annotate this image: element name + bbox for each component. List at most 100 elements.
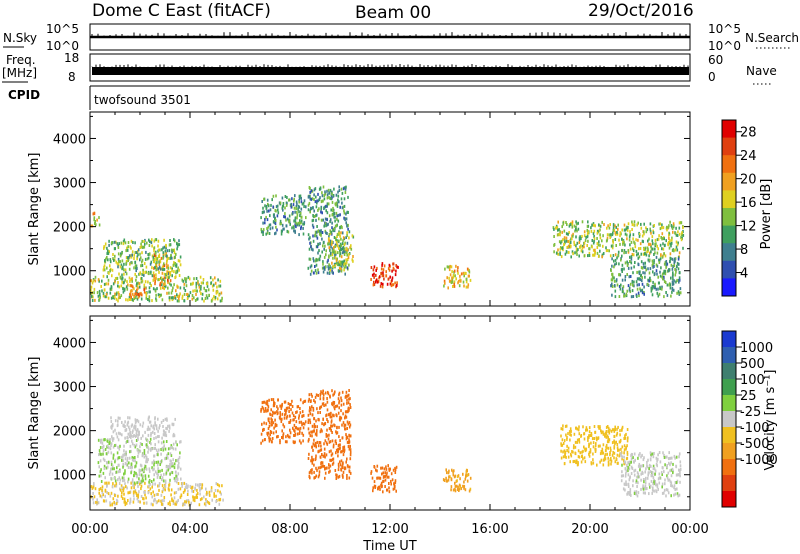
range-gate-cell [307, 427, 310, 431]
range-gate-cell [629, 233, 631, 237]
range-gate-cell [118, 431, 120, 435]
range-gate-cell [201, 497, 203, 501]
range-gate-cell [159, 476, 161, 480]
range-gate-cell [379, 487, 381, 491]
range-gate-cell [384, 485, 386, 488]
range-gate-cell [623, 292, 625, 296]
range-gate-cell [93, 287, 96, 291]
range-gate-cell [108, 271, 110, 275]
range-gate-cell [340, 187, 343, 191]
range-gate-cell [169, 472, 171, 476]
range-gate-cell [616, 283, 619, 287]
range-gate-cell [614, 258, 617, 262]
range-gate-cell [279, 201, 282, 205]
range-gate-cell [282, 202, 285, 205]
range-gate-cell [633, 492, 636, 495]
range-gate-cell [446, 479, 449, 483]
range-gate-cell [564, 239, 566, 243]
range-gate-cell [616, 446, 619, 450]
range-gate-cell [649, 251, 651, 255]
range-gate-cell [320, 465, 322, 469]
range-gate-cell [307, 195, 310, 199]
range-gate-cell [161, 248, 163, 252]
range-gate-cell [286, 196, 288, 199]
range-gate-cell [219, 279, 222, 283]
range-gate-cell [155, 493, 158, 496]
range-gate-cell [111, 268, 114, 272]
range-gate-cell [303, 221, 306, 225]
range-gate-cell [315, 205, 318, 209]
range-gate-cell [643, 252, 646, 256]
range-gate-cell [659, 270, 661, 274]
range-gate-cell [134, 264, 137, 268]
range-gate-cell [628, 288, 631, 292]
range-gate-cell [150, 241, 153, 244]
range-gate-cell [136, 257, 138, 261]
range-gate-cell [206, 490, 208, 494]
range-gate-cell [134, 459, 136, 463]
range-gate-cell [340, 396, 342, 400]
range-gate-cell [114, 292, 116, 296]
range-gate-cell [310, 469, 312, 472]
range-gate-cell [192, 289, 194, 293]
range-gate-cell [662, 242, 664, 246]
range-gate-cell [277, 211, 280, 215]
range-gate-cell [272, 431, 275, 435]
range-gate-cell [117, 291, 120, 295]
range-gate-cell [620, 258, 622, 262]
range-gate-cell [623, 294, 625, 298]
range-gate-cell [678, 469, 681, 473]
range-gate-cell [216, 483, 219, 487]
range-gate-cell [330, 232, 333, 236]
range-gate-cell [117, 438, 120, 442]
range-gate-cell [582, 425, 584, 429]
range-gate-cell [558, 232, 560, 236]
range-gate-cell [466, 479, 469, 483]
range-gate-cell [296, 210, 298, 214]
range-gate-cell [304, 399, 307, 403]
range-gate-cell [671, 280, 674, 284]
range-gate-cell [282, 423, 284, 427]
range-gate-cell [153, 427, 155, 431]
range-gate-cell [649, 243, 652, 247]
range-gate-cell [322, 185, 325, 189]
range-gate-cell [131, 289, 133, 293]
range-gate-cell [640, 266, 643, 270]
range-gate-cell [219, 497, 222, 501]
range-gate-cell [148, 297, 151, 301]
range-gate-cell [661, 485, 663, 489]
range-gate-cell [395, 269, 397, 273]
range-gate-cell [146, 257, 149, 261]
range-gate-cell [157, 278, 159, 282]
range-gate-cell [124, 503, 127, 507]
range-gate-cell [220, 299, 223, 303]
range-gate-cell [341, 423, 343, 427]
range-gate-cell [136, 497, 139, 501]
range-gate-cell [125, 485, 127, 489]
range-gate-cell [567, 450, 570, 454]
range-gate-cell [131, 465, 133, 469]
range-gate-cell [117, 252, 120, 256]
range-gate-cell [376, 469, 378, 473]
range-gate-cell [181, 484, 183, 488]
range-gate-cell [341, 191, 344, 195]
range-gate-cell [106, 256, 108, 259]
range-gate-cell [171, 274, 173, 278]
range-gate-cell [337, 269, 340, 273]
range-gate-cell [333, 212, 335, 216]
range-gate-cell [640, 472, 642, 476]
range-gate-cell [627, 469, 629, 473]
range-gate-cell [301, 414, 304, 418]
range-gate-cell [661, 473, 663, 476]
range-gate-cell [196, 297, 199, 301]
range-gate-cell [181, 296, 184, 300]
range-gate-cell [127, 440, 130, 443]
range-gate-cell [174, 295, 176, 298]
range-gate-cell [599, 224, 602, 228]
range-gate-cell [635, 479, 638, 483]
range-gate-cell [164, 457, 166, 461]
colorbar-frame [721, 330, 737, 508]
range-gate-cell [337, 464, 340, 468]
range-gate-cell [317, 418, 319, 422]
range-gate-cell [174, 262, 177, 265]
